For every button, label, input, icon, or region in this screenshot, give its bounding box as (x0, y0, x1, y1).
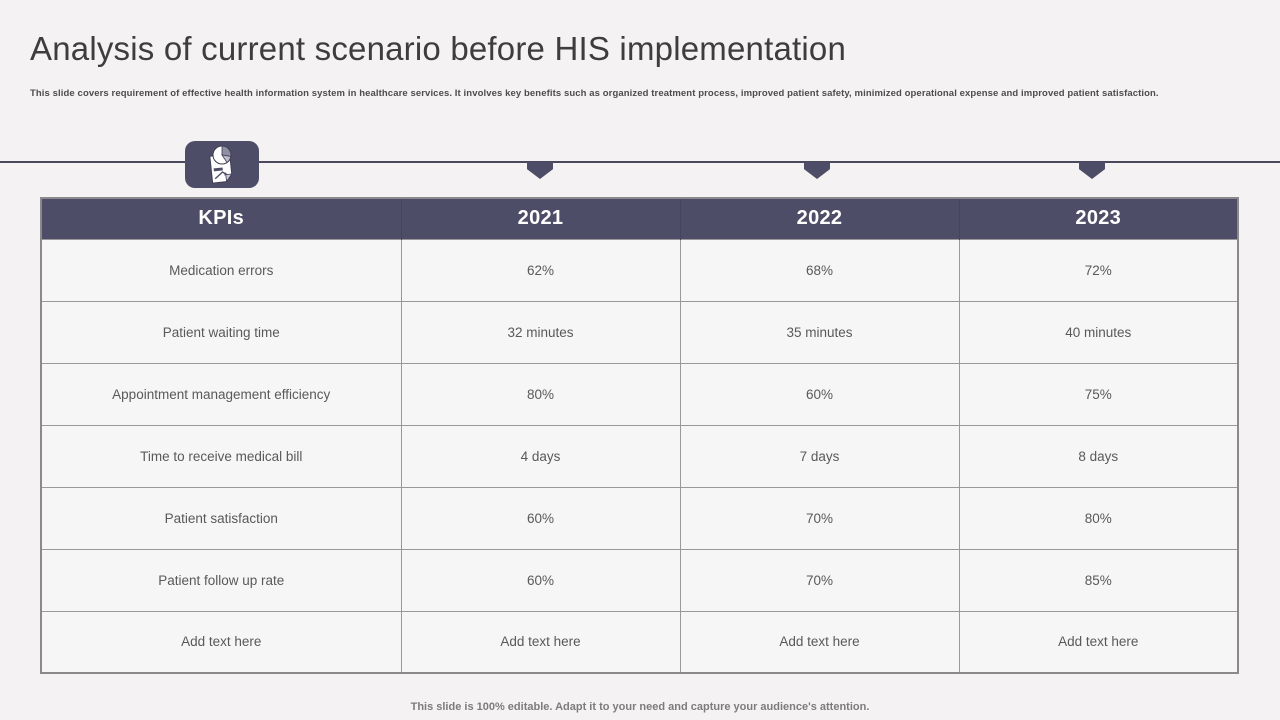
column-header-kpis: KPIs (41, 198, 402, 239)
value-cell: 60% (400, 486, 681, 550)
kpi-cell: Appointment management efficiency (40, 362, 402, 426)
column-header-2023: 2023 (959, 198, 1238, 239)
value-cell: 80% (958, 486, 1239, 550)
value-cell: 35 minutes (679, 300, 960, 364)
value-cell: 60% (400, 548, 681, 612)
slide-subtitle: This slide covers requirement of effecti… (30, 88, 1159, 99)
kpi-cell: Time to receive medical bill (40, 424, 402, 488)
arrow-down-marker (1079, 162, 1105, 179)
kpi-table: KPIs 2021 2022 2023 Medication errors 62… (40, 197, 1239, 674)
value-cell: 70% (679, 548, 960, 612)
value-cell: 80% (400, 362, 681, 426)
report-icon-tile (185, 141, 259, 188)
add-text-placeholder[interactable]: Add text here (400, 610, 681, 674)
value-cell: 70% (679, 486, 960, 550)
column-header-2021: 2021 (401, 198, 681, 239)
value-cell: 8 days (958, 424, 1239, 488)
table-header-row: KPIs 2021 2022 2023 (41, 198, 1238, 239)
table-row: Patient follow up rate 60% 70% 85% (40, 548, 1239, 612)
value-cell: 4 days (400, 424, 681, 488)
value-cell: 60% (679, 362, 960, 426)
document-piechart-icon (209, 145, 233, 184)
value-cell: 85% (958, 548, 1239, 612)
table-row: Add text here Add text here Add text her… (40, 610, 1239, 674)
timeline-divider (0, 161, 1280, 163)
add-text-placeholder[interactable]: Add text here (40, 610, 402, 674)
kpi-cell: Patient waiting time (40, 300, 402, 364)
value-cell: 72% (958, 238, 1239, 302)
add-text-placeholder[interactable]: Add text here (679, 610, 960, 674)
kpi-cell: Patient follow up rate (40, 548, 402, 612)
kpi-cell: Medication errors (40, 238, 402, 302)
column-header-2022: 2022 (680, 198, 960, 239)
page-title: Analysis of current scenario before HIS … (30, 30, 847, 67)
table-row: Time to receive medical bill 4 days 7 da… (40, 424, 1239, 488)
footer-note: This slide is 100% editable. Adapt it to… (410, 701, 870, 713)
table-row: Patient waiting time 32 minutes 35 minut… (40, 300, 1239, 364)
value-cell: 32 minutes (400, 300, 681, 364)
kpi-cell: Patient satisfaction (40, 486, 402, 550)
table-row: Appointment management efficiency 80% 60… (40, 362, 1239, 426)
add-text-placeholder[interactable]: Add text here (958, 610, 1239, 674)
arrow-down-marker (527, 162, 553, 179)
value-cell: 75% (958, 362, 1239, 426)
value-cell: 68% (679, 238, 960, 302)
arrow-down-marker (804, 162, 830, 179)
table-row: Medication errors 62% 68% 72% (40, 238, 1239, 302)
table-row: Patient satisfaction 60% 70% 80% (40, 486, 1239, 550)
value-cell: 7 days (679, 424, 960, 488)
value-cell: 40 minutes (958, 300, 1239, 364)
value-cell: 62% (400, 238, 681, 302)
